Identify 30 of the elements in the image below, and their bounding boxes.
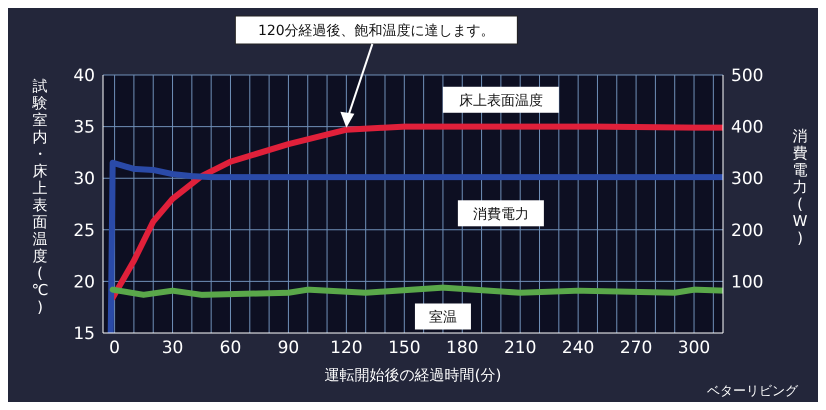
x-tick-label: 240 — [562, 338, 594, 358]
y-tick-label: 30 — [73, 169, 95, 190]
y2-tick-label: 400 — [731, 118, 764, 138]
series-label: 室温 — [428, 309, 457, 326]
x-tick-label: 60 — [220, 338, 242, 358]
x-tick-label: 270 — [620, 338, 652, 358]
text: 120分経過後、飽和温度に達します。 — [258, 23, 495, 39]
y2-tick-label: 200 — [731, 220, 764, 241]
x-tick-label: 90 — [278, 338, 300, 358]
y-tick-label: 25 — [73, 220, 95, 241]
y2-axis-title: 消費電力(W) — [792, 127, 808, 247]
y2-tick-label: 100 — [731, 272, 764, 292]
x-tick-label: 150 — [388, 338, 421, 358]
x-tick-label: 180 — [446, 338, 478, 358]
text: 試験室内・床上表面温度(℃) — [32, 77, 48, 316]
y2-tick-label: 300 — [731, 169, 764, 190]
x-axis-title: 運転開始後の経過時間(分) — [324, 366, 502, 384]
x-tick-label: 210 — [504, 338, 536, 358]
x-tick-label: 30 — [162, 338, 184, 358]
x-tick-label: 0 — [109, 338, 120, 358]
y-tick-label: 20 — [73, 272, 95, 292]
text: ベターリビング — [707, 383, 798, 400]
y-tick-label: 40 — [73, 66, 95, 86]
series-label: 床上表面温度 — [458, 92, 543, 109]
y-tick-label: 35 — [73, 118, 95, 138]
y-tick-label: 15 — [73, 324, 95, 344]
x-tick-label: 120 — [330, 338, 363, 358]
y2-tick-label: 500 — [731, 66, 764, 86]
x-tick-label: 300 — [678, 338, 710, 358]
text: 消費電力 — [472, 206, 529, 222]
